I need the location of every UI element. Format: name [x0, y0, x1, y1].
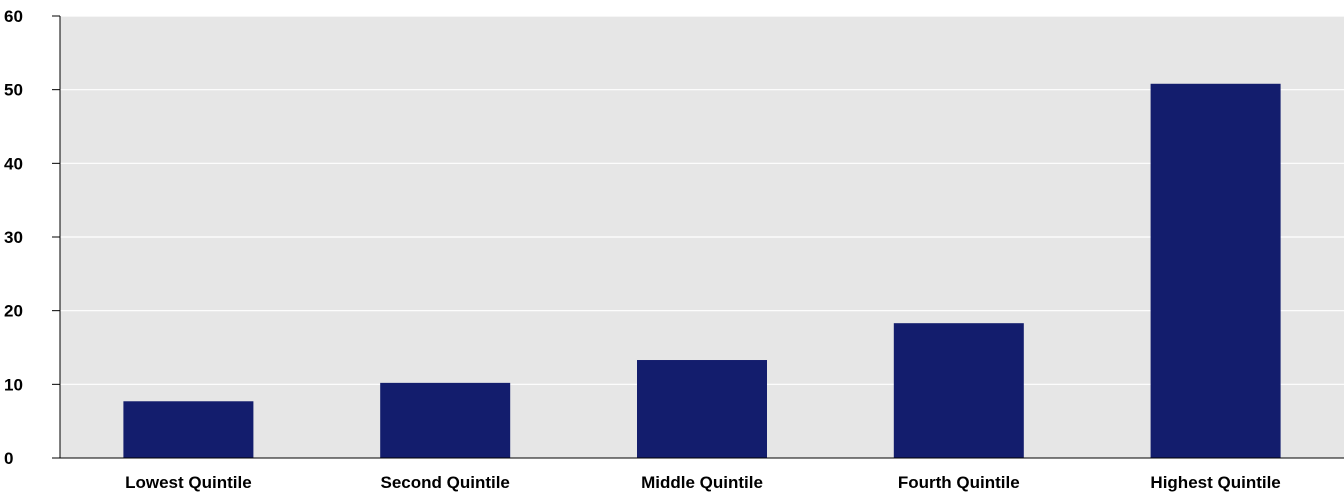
x-category-label-second-quintile: Second Quintile — [380, 473, 509, 492]
x-category-label-lowest-quintile: Lowest Quintile — [125, 473, 252, 492]
y-tick-label-30: 30 — [4, 228, 23, 247]
x-category-label-highest-quintile: Highest Quintile — [1150, 473, 1280, 492]
y-tick-label-50: 50 — [4, 81, 23, 100]
bar-lowest-quintile — [123, 401, 254, 458]
x-category-label-fourth-quintile: Fourth Quintile — [898, 473, 1020, 492]
y-tick-label-0: 0 — [4, 449, 13, 468]
bar-fourth-quintile — [893, 323, 1024, 458]
bar-second-quintile — [380, 382, 511, 458]
y-tick-label-40: 40 — [4, 154, 23, 173]
bar-middle-quintile — [637, 360, 767, 458]
y-tick-label-10: 10 — [4, 375, 23, 394]
y-tick-label-20: 20 — [4, 302, 23, 321]
y-tick-label-60: 60 — [4, 7, 23, 26]
bar-highest-quintile — [1150, 83, 1281, 459]
x-category-label-middle-quintile: Middle Quintile — [641, 473, 763, 492]
